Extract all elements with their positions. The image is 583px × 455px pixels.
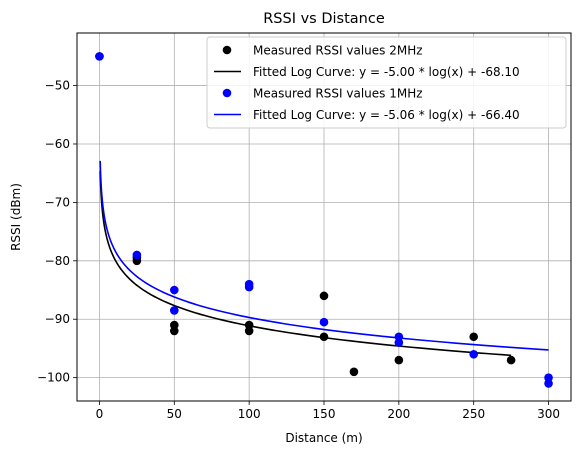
data-point [469,332,478,341]
x-tick-label: 50 [167,407,182,421]
data-point [320,332,329,341]
data-point [395,338,404,347]
x-tick-label: 250 [462,407,485,421]
legend-label: Measured RSSI values 2MHz [253,43,423,57]
legend-label: Fitted Log Curve: y = -5.00 * log(x) + -… [253,65,520,79]
x-axis-title: Distance (m) [285,431,362,445]
data-point [395,356,404,365]
data-point [350,367,359,376]
y-tick-label: −80 [45,254,70,268]
y-tick-label: −70 [45,195,70,209]
data-point [133,251,142,260]
legend-label: Fitted Log Curve: y = -5.06 * log(x) + -… [253,108,520,122]
legend: Measured RSSI values 2MHz Fitted Log Curv… [207,37,566,128]
legend-marker-swatch [223,46,232,55]
x-tick-label: 200 [387,407,410,421]
y-tick-label: −100 [37,371,70,385]
data-point [170,327,179,336]
data-point [544,379,553,388]
data-point [245,283,254,292]
y-tick-label: −60 [45,137,70,151]
data-point [320,292,329,301]
data-point [507,356,516,365]
x-tick-label: 0 [96,407,104,421]
y-tick-label: −90 [45,312,70,326]
data-point [170,286,179,295]
legend-marker-swatch [223,89,232,98]
x-tick-label: 300 [537,407,560,421]
x-tick-label: 100 [238,407,261,421]
data-point [170,306,179,315]
y-axis-title: RSSI (dBm) [9,183,23,251]
data-point [95,52,104,61]
data-point [469,350,478,359]
data-point [245,327,254,336]
x-tick-label: 150 [313,407,336,421]
y-tick-label: −50 [45,79,70,93]
legend-label: Measured RSSI values 1MHz [253,86,423,100]
chart-title: RSSI vs Distance [263,11,385,27]
data-point [320,318,329,327]
